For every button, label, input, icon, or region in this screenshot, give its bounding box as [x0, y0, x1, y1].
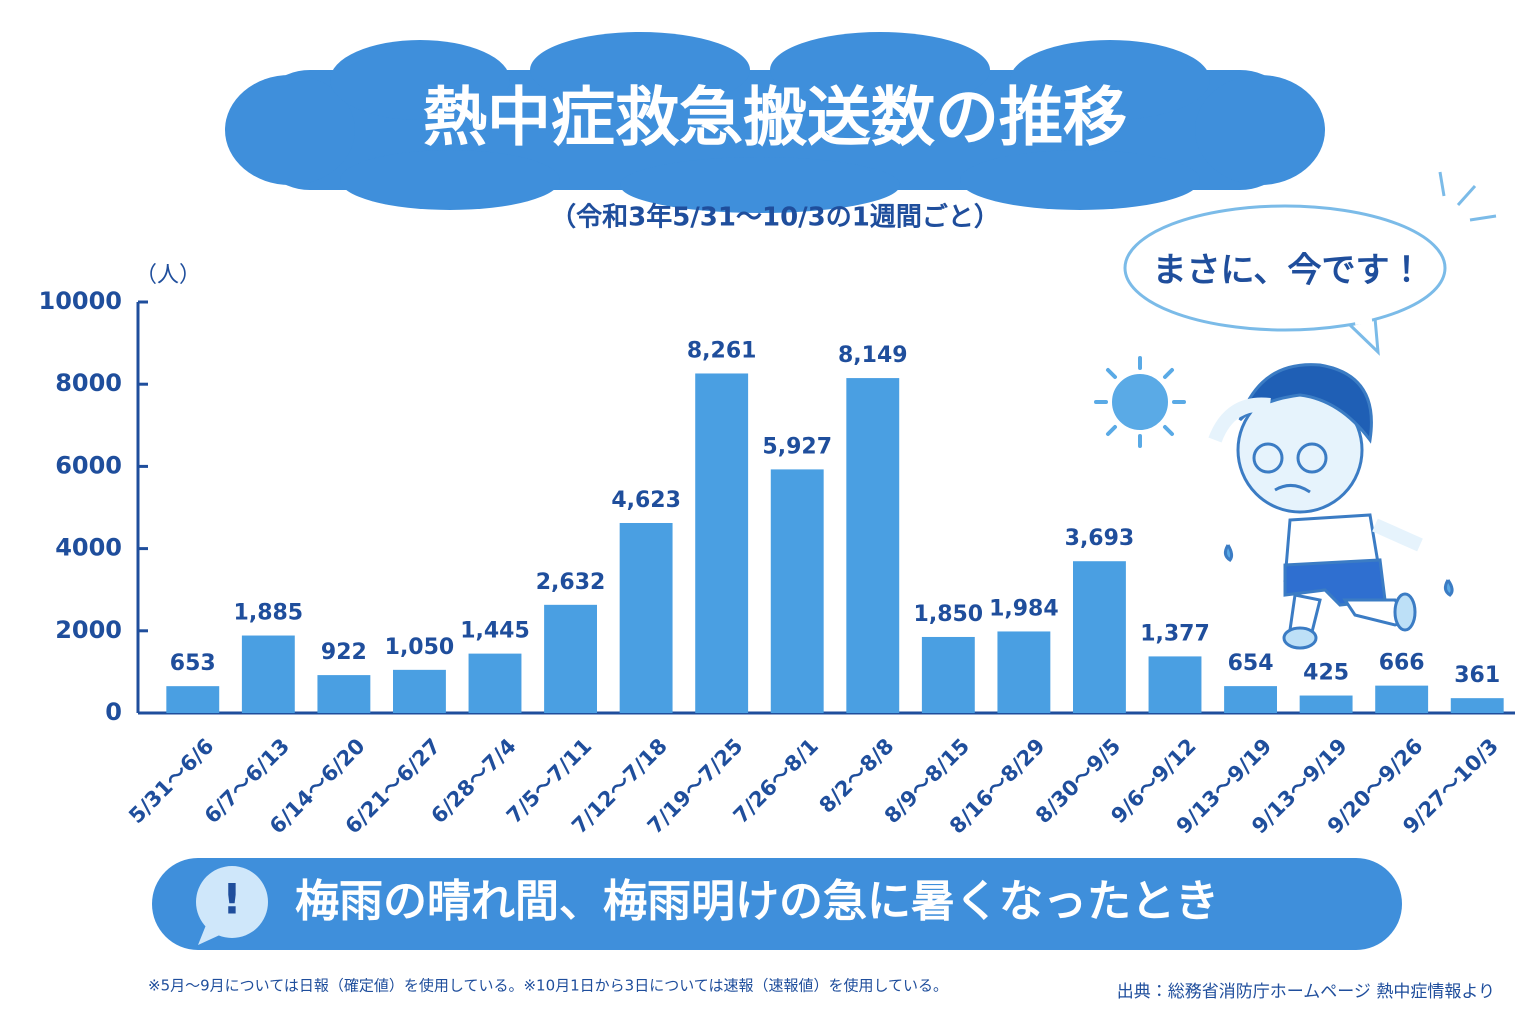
- banner-icon-tail: [198, 925, 222, 945]
- source: 出典：総務省消防庁ホームページ 熱中症情報より: [1117, 982, 1495, 1002]
- value-label: 2,632: [536, 570, 606, 595]
- title-cloud: [225, 32, 1325, 213]
- bar: [1450, 698, 1504, 713]
- chart-subtitle: （令和3年5/31～10/3の1週間ごと）: [550, 202, 1000, 233]
- boy-illustration: [1208, 363, 1454, 650]
- bar: [1299, 695, 1353, 713]
- banner: [152, 858, 1402, 950]
- bar: [695, 373, 749, 713]
- speech-bubble: [1123, 171, 1497, 356]
- value-label: 654: [1228, 651, 1274, 676]
- footnote: ※5月～9月については日報（確定値）を使用している。※10月1日から3日について…: [148, 977, 948, 995]
- value-label: 666: [1379, 651, 1425, 676]
- y-tick-label: 8000: [55, 369, 122, 397]
- bar: [544, 604, 597, 713]
- y-tick-label: 2000: [55, 616, 122, 644]
- bar: [241, 635, 295, 713]
- bar: [619, 522, 673, 713]
- bar: [1224, 686, 1277, 713]
- value-label: 5,927: [762, 434, 832, 459]
- bar: [166, 686, 220, 713]
- bar: [393, 669, 446, 713]
- value-label: 425: [1303, 661, 1349, 686]
- bar: [1148, 656, 1202, 713]
- banner-icon-text: !: [222, 875, 241, 924]
- bar: [1375, 685, 1429, 713]
- value-label: 922: [321, 640, 367, 665]
- speech-text: まさに、今です！: [1153, 251, 1424, 291]
- bar: [468, 653, 522, 713]
- y-tick-label: 6000: [55, 451, 122, 479]
- value-label: 1,050: [385, 635, 455, 660]
- y-tick-label: 4000: [55, 534, 122, 562]
- value-label: 653: [170, 651, 216, 676]
- value-label: 4,623: [611, 488, 681, 513]
- y-tick-label: 0: [105, 698, 122, 726]
- banner-text: 梅雨の晴れ間、梅雨明けの急に暑くなったとき: [295, 876, 1219, 927]
- y-tick-label: 10000: [39, 287, 123, 315]
- value-label: 8,149: [838, 343, 908, 368]
- chart-title: 熱中症救急搬送数の推移: [423, 82, 1127, 156]
- sun: [1094, 356, 1186, 448]
- value-label: 1,377: [1140, 621, 1210, 646]
- value-label: 1,984: [989, 596, 1059, 621]
- value-label: 3,693: [1065, 526, 1135, 551]
- bar: [846, 378, 900, 713]
- bar: [317, 675, 371, 713]
- banner-icon: [196, 866, 268, 938]
- y-unit: （人）: [135, 263, 201, 288]
- bar: [1073, 561, 1126, 713]
- bar: [921, 636, 975, 713]
- value-label: 8,261: [687, 338, 757, 363]
- value-label: 361: [1454, 663, 1500, 688]
- value-label: 1,445: [460, 619, 530, 644]
- bar: [997, 631, 1051, 713]
- value-label: 1,850: [914, 602, 984, 627]
- value-label: 1,885: [234, 601, 304, 626]
- bar: [770, 469, 824, 713]
